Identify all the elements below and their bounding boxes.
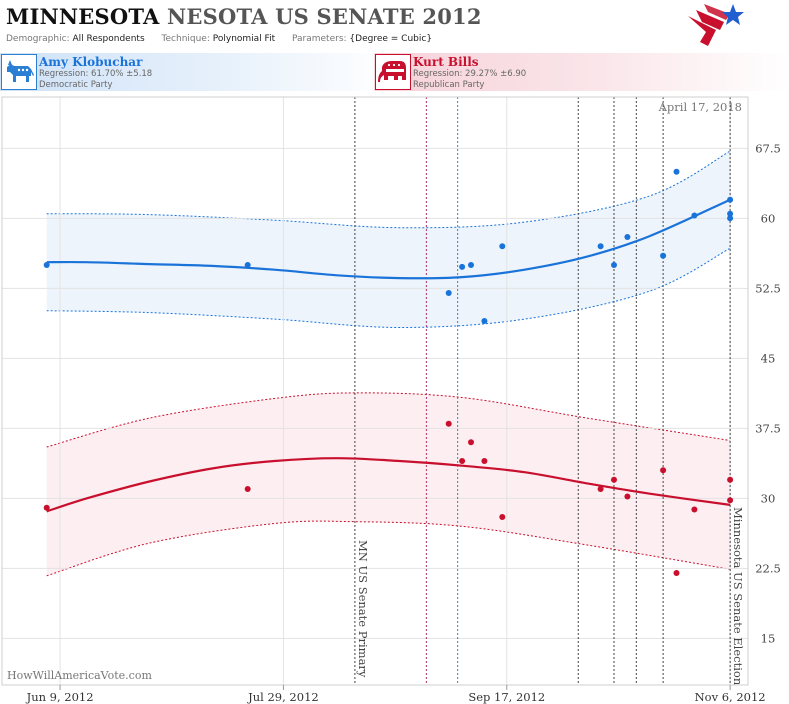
x-tick-label: Jul 29, 2012: [247, 690, 319, 704]
title-state-suffix: NESOTA: [167, 4, 268, 29]
poll-point: [481, 458, 488, 464]
poll-point: [691, 506, 698, 513]
poll-point: [611, 476, 617, 483]
plot-frame: [1, 96, 749, 686]
poll-point: [727, 210, 734, 217]
poll-point: [244, 262, 251, 268]
x-tick-label: Sep 17, 2012: [468, 690, 545, 704]
poll-point: [624, 493, 631, 500]
page-title: MINNESOTA NESOTA US SENATE 2012: [6, 4, 482, 29]
poll-point: [445, 290, 452, 296]
poll-point: [499, 243, 506, 250]
poll-point: [660, 467, 667, 474]
poll-point: [727, 497, 734, 504]
poll-point: [611, 262, 617, 268]
confidence-band: [46, 392, 731, 576]
candidate-rep-name: Kurt Bills: [413, 55, 479, 69]
date-stamp: April 17, 2018: [658, 100, 742, 114]
event-lines: MN US Senate Primary Minnesota US Senate …: [354, 97, 745, 686]
band-lower-line: [46, 247, 731, 329]
poll-points: [43, 168, 734, 576]
technique-value: Polynomial Fit: [212, 34, 276, 44]
poll-point: [459, 458, 466, 464]
event-label: MN US Senate Primary: [356, 540, 370, 678]
confidence-bands: [46, 150, 731, 577]
poll-point: [468, 262, 474, 268]
poll-point: [468, 439, 474, 446]
y-tick-label: 45: [761, 351, 776, 365]
title-state: MINNESOTA: [6, 4, 160, 29]
parameters-value: {Degree = Cubic}: [349, 34, 433, 44]
candidate-rep-regression: Regression: 29.27% ±6.90: [413, 69, 527, 79]
poll-point: [499, 514, 506, 520]
polling-chart: MN US Senate Primary Minnesota US Senate …: [1, 96, 781, 704]
demographic-label: Demographic:: [6, 34, 70, 44]
poll-point: [727, 215, 734, 222]
y-tick-label: 22.5: [755, 561, 781, 575]
chart-axes: 15 22.5 30 37.5 45 52.5 60 67.5 Jun 9, 2012 Jul 2…: [1, 96, 781, 704]
candidate-rep-party: Republican Party: [413, 80, 485, 90]
y-tick-label: 52.5: [755, 281, 781, 295]
poll-point: [691, 212, 698, 219]
confidence-band: [46, 151, 731, 328]
poll-point: [727, 476, 734, 483]
candidate-dem-party: Democratic Party: [39, 80, 113, 90]
y-tick-label: 37.5: [755, 421, 781, 435]
title-race: US SENATE 2012: [275, 4, 482, 29]
poll-point: [673, 570, 680, 576]
poll-point: [597, 486, 604, 492]
poll-point: [244, 486, 251, 492]
star-stripes-logo-icon: [688, 4, 744, 46]
poll-point: [43, 504, 50, 511]
candidate-dem-banner: Amy Klobuchar Regression: 61.70% ±5.18 D…: [0, 53, 394, 91]
demographic-value: All Respondents: [72, 34, 145, 44]
poll-point: [481, 318, 488, 324]
x-tick-label: Nov 6, 2012: [695, 690, 766, 704]
candidate-dem-regression: Regression: 61.70% ±5.18: [39, 69, 153, 79]
band-upper-line: [46, 150, 731, 229]
parameters-label: Parameters:: [292, 34, 347, 44]
poll-point: [660, 252, 667, 259]
poll-point: [727, 196, 734, 203]
event-label: Minnesota US Senate Election: [731, 507, 745, 686]
band-lower-line: [46, 520, 731, 577]
regression-line: [46, 198, 731, 280]
elephant-icon: [375, 54, 411, 90]
poll-point: [673, 168, 680, 175]
technique-label: Technique:: [161, 34, 210, 44]
poll-point: [459, 263, 466, 270]
header: MINNESOTA NESOTA US SENATE 2012 Demograp…: [0, 0, 789, 52]
donkey-icon: [1, 54, 37, 90]
poll-point: [43, 262, 50, 268]
x-tick-label: Jun 9, 2012: [26, 690, 94, 704]
watermark: HowWillAmericaVote.com: [7, 669, 152, 682]
y-tick-label: 15: [761, 631, 776, 645]
y-tick-label: 30: [761, 491, 776, 505]
parameters-line: Demographic: All Respondents Technique: …: [6, 34, 446, 44]
candidate-dem-name: Amy Klobuchar: [39, 55, 143, 69]
poll-point: [597, 243, 604, 250]
poll-point: [445, 420, 452, 427]
poll-point: [624, 234, 631, 240]
regression-line: [46, 457, 731, 513]
y-tick-label: 60: [761, 211, 776, 225]
regression-lines: [46, 198, 731, 513]
candidate-rep-banner: Kurt Bills Regression: 29.27% ±6.90 Repu…: [374, 53, 789, 91]
y-tick-label: 67.5: [755, 141, 781, 155]
